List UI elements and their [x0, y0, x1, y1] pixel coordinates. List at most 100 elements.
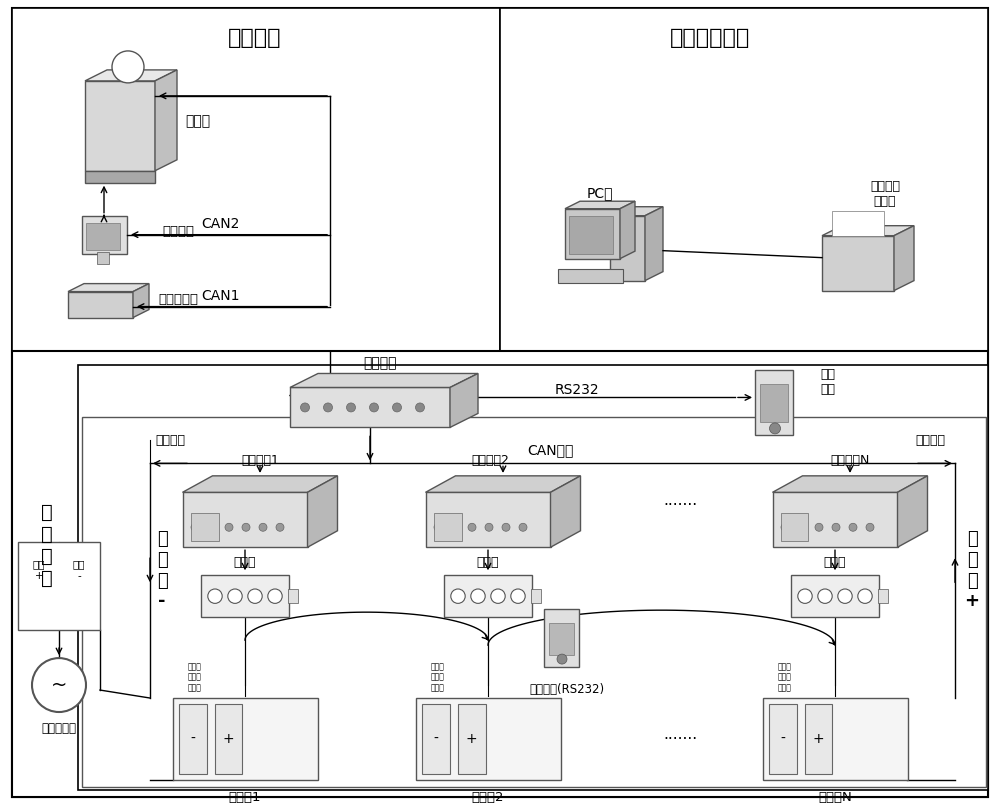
Circle shape: [770, 423, 780, 434]
Bar: [288, 589, 298, 603]
Text: -: -: [190, 732, 195, 746]
Text: CAN总线: CAN总线: [527, 443, 573, 457]
Polygon shape: [772, 476, 928, 492]
Polygon shape: [610, 216, 645, 280]
Polygon shape: [550, 476, 580, 547]
Text: 输出接口: 输出接口: [228, 28, 282, 48]
Bar: [768, 704, 796, 774]
Bar: [434, 513, 462, 542]
Circle shape: [324, 403, 332, 412]
Text: -: -: [780, 732, 785, 746]
Polygon shape: [426, 476, 580, 492]
Polygon shape: [426, 492, 550, 547]
Polygon shape: [620, 202, 635, 259]
Circle shape: [849, 523, 857, 531]
Bar: [82, 418, 986, 787]
Bar: [500, 8, 988, 351]
Text: ·······: ·······: [663, 733, 697, 747]
Text: 检测模块1: 检测模块1: [241, 455, 279, 467]
Bar: [214, 704, 242, 774]
Text: 离线数据处理: 离线数据处理: [670, 28, 750, 48]
Text: 电流
+: 电流 +: [33, 559, 45, 581]
Bar: [804, 704, 832, 774]
Text: 检测模块2……: 检测模块2……: [472, 455, 534, 467]
Bar: [416, 698, 560, 780]
Circle shape: [858, 589, 872, 604]
Text: PC机: PC机: [587, 185, 613, 200]
Bar: [178, 704, 207, 774]
Polygon shape: [290, 373, 478, 388]
Bar: [569, 216, 613, 254]
Bar: [760, 384, 788, 422]
Bar: [755, 371, 793, 435]
Circle shape: [191, 523, 199, 531]
Circle shape: [225, 523, 233, 531]
Text: 电池箱1: 电池箱1: [229, 791, 261, 804]
Circle shape: [370, 403, 378, 412]
Polygon shape: [565, 202, 635, 209]
Text: 绝缘检测: 绝缘检测: [915, 434, 945, 447]
Text: 电池箱N: 电池箱N: [818, 791, 852, 804]
Text: 电温风
压度机
线线线: 电温风 压度机 线线线: [188, 663, 201, 692]
Circle shape: [511, 589, 525, 604]
Circle shape: [347, 403, 356, 412]
Text: 充电机: 充电机: [185, 114, 210, 128]
Text: RS232: RS232: [555, 384, 600, 397]
Circle shape: [838, 589, 852, 604]
Circle shape: [815, 523, 823, 531]
Circle shape: [451, 523, 459, 531]
Text: 主控模块: 主控模块: [363, 356, 397, 371]
Circle shape: [32, 658, 86, 712]
Bar: [549, 623, 574, 655]
Polygon shape: [85, 70, 177, 81]
Circle shape: [519, 523, 527, 531]
Text: CAN2: CAN2: [201, 217, 239, 231]
Polygon shape: [68, 284, 149, 292]
Polygon shape: [450, 373, 478, 427]
Circle shape: [112, 51, 144, 83]
Circle shape: [434, 523, 442, 531]
Text: 检测模块N: 检测模块N: [830, 455, 870, 467]
Bar: [173, 698, 318, 780]
Polygon shape: [68, 292, 133, 318]
Circle shape: [416, 403, 424, 412]
Bar: [82, 216, 127, 254]
Bar: [191, 513, 219, 542]
Polygon shape: [645, 206, 663, 280]
Text: ~: ~: [51, 675, 67, 695]
Circle shape: [248, 589, 262, 604]
Text: +: +: [813, 732, 824, 746]
Text: 车辆控制器: 车辆控制器: [158, 293, 198, 306]
Bar: [78, 365, 988, 790]
Circle shape: [798, 523, 806, 531]
Bar: [791, 575, 879, 617]
Bar: [780, 513, 808, 542]
Bar: [422, 704, 450, 774]
Polygon shape: [822, 235, 894, 291]
Circle shape: [471, 589, 485, 604]
Text: 统计和报
表打印: 统计和报 表打印: [870, 180, 900, 208]
Bar: [458, 704, 486, 774]
Polygon shape: [894, 226, 914, 291]
Polygon shape: [308, 476, 338, 547]
Text: 电
池
系
统: 电 池 系 统: [41, 503, 53, 588]
Bar: [18, 542, 100, 630]
Polygon shape: [822, 226, 914, 235]
Text: +: +: [223, 732, 234, 746]
Circle shape: [866, 523, 874, 531]
Circle shape: [491, 589, 505, 604]
Circle shape: [557, 654, 567, 664]
Circle shape: [242, 523, 250, 531]
Text: ·······: ·······: [663, 498, 697, 513]
Bar: [531, 589, 541, 603]
Text: 端子排: 端子排: [234, 555, 256, 569]
Bar: [832, 210, 884, 235]
Bar: [12, 8, 500, 351]
Bar: [201, 575, 289, 617]
Circle shape: [208, 523, 216, 531]
Text: 手持
设备: 手持 设备: [820, 368, 835, 397]
Circle shape: [798, 589, 812, 604]
Text: +: +: [466, 732, 477, 746]
Polygon shape: [183, 476, 338, 492]
Bar: [878, 589, 888, 603]
